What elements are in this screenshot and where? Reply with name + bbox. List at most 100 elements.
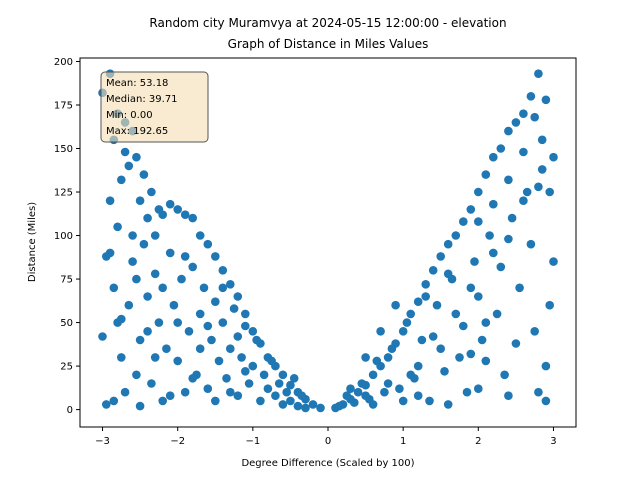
scatter-point bbox=[391, 300, 400, 310]
scatter-point bbox=[515, 283, 524, 293]
scatter-point bbox=[522, 187, 532, 197]
scatter-point bbox=[402, 318, 412, 327]
scatter-point bbox=[316, 403, 325, 413]
scatter-point bbox=[455, 353, 464, 362]
scatter-point bbox=[158, 283, 167, 293]
scatter-point bbox=[177, 274, 186, 284]
y-tick-label: 25 bbox=[60, 362, 73, 373]
scatter-point bbox=[229, 304, 239, 313]
scatter-point bbox=[417, 335, 427, 345]
scatter-point bbox=[241, 321, 250, 331]
scatter-point bbox=[248, 361, 258, 371]
scatter-point bbox=[489, 248, 498, 258]
scatter-point bbox=[207, 335, 216, 345]
scatter-point bbox=[188, 374, 197, 383]
scatter-point bbox=[109, 283, 119, 293]
scatter-point bbox=[511, 339, 521, 348]
scatter-point bbox=[357, 379, 367, 388]
y-tick-label: 175 bbox=[54, 100, 73, 111]
scatter-point bbox=[519, 196, 528, 205]
x-axis-ticks: −3 −2 −1 0 1 2 3 bbox=[95, 427, 557, 447]
scatter-point bbox=[474, 384, 483, 394]
scatter-point bbox=[150, 231, 160, 240]
scatter-point bbox=[443, 269, 453, 279]
scatter-point bbox=[428, 266, 438, 275]
scatter-point bbox=[132, 370, 141, 380]
x-tick-label: 3 bbox=[550, 436, 556, 447]
stats-max: Max: 192.65 bbox=[106, 126, 168, 137]
y-tick-label: 100 bbox=[54, 231, 73, 242]
stats-box: Mean: 53.18 Median: 39.71 Min: 0.00 Max:… bbox=[100, 71, 209, 143]
scatter-point bbox=[496, 262, 506, 272]
scatter-point bbox=[289, 374, 299, 383]
scatter-point bbox=[504, 126, 513, 136]
scatter-point bbox=[203, 384, 213, 394]
scatter-point bbox=[158, 210, 167, 219]
scatter-point bbox=[361, 353, 370, 362]
scatter-point bbox=[504, 234, 513, 244]
scatter-point bbox=[481, 170, 491, 179]
stats-mean: Mean: 53.18 bbox=[106, 78, 168, 89]
scatter-point bbox=[120, 387, 130, 397]
scatter-point bbox=[195, 309, 205, 319]
scatter-point bbox=[541, 95, 551, 105]
scatter-point bbox=[222, 374, 231, 383]
scatter-point bbox=[511, 118, 521, 127]
scatter-point bbox=[301, 403, 310, 413]
scatter-point bbox=[117, 175, 126, 185]
scatter-point bbox=[218, 266, 228, 275]
stats-min: Min: 0.00 bbox=[106, 110, 153, 121]
scatter-point bbox=[147, 187, 156, 197]
scatter-point bbox=[432, 300, 442, 310]
scatter-point bbox=[504, 391, 513, 401]
scatter-point bbox=[428, 332, 438, 341]
scatter-point bbox=[237, 353, 246, 362]
scatter-point bbox=[459, 321, 468, 331]
scatter-point bbox=[489, 199, 498, 209]
scatter-point bbox=[211, 252, 220, 261]
scatter-point bbox=[466, 283, 476, 293]
scatter-point bbox=[165, 248, 175, 258]
scatter-point bbox=[102, 400, 111, 409]
scatter-point bbox=[368, 370, 378, 380]
scatter-point bbox=[443, 400, 453, 409]
scatter-point bbox=[135, 401, 145, 411]
scatter-point bbox=[98, 332, 107, 341]
scatter-point bbox=[372, 356, 382, 366]
scatter-point bbox=[169, 300, 179, 310]
x-axis-label: Degree Difference (Scaled by 100) bbox=[241, 458, 414, 469]
scatter-point bbox=[481, 318, 491, 327]
scatter-point bbox=[421, 280, 431, 289]
scatter-point bbox=[165, 391, 175, 401]
scatter-point bbox=[132, 274, 141, 284]
scatter-point bbox=[504, 175, 513, 185]
scatter-point bbox=[541, 361, 551, 371]
scatter-point bbox=[214, 356, 224, 366]
scatter-point bbox=[218, 318, 228, 327]
scatter-point bbox=[165, 199, 175, 209]
scatter-point bbox=[474, 187, 483, 197]
scatter-point bbox=[462, 387, 472, 397]
scatter-point bbox=[545, 187, 554, 197]
scatter-point bbox=[353, 387, 363, 397]
scatter-point bbox=[218, 283, 228, 293]
scatter-point bbox=[383, 353, 393, 362]
scatter-point bbox=[184, 327, 194, 336]
scatter-point bbox=[135, 335, 145, 345]
y-tick-label: 125 bbox=[54, 188, 73, 199]
scatter-point bbox=[530, 112, 539, 122]
scatter-point bbox=[361, 391, 370, 401]
scatter-point bbox=[244, 379, 254, 388]
scatter-point bbox=[135, 196, 145, 205]
scatter-point bbox=[530, 327, 539, 336]
scatter-point bbox=[342, 391, 352, 401]
scatter-point bbox=[139, 170, 149, 179]
scatter-point bbox=[293, 401, 303, 411]
scatter-point bbox=[477, 335, 487, 345]
scatter-point bbox=[383, 379, 393, 388]
scatter-point bbox=[143, 292, 152, 301]
scatter-point bbox=[335, 401, 344, 411]
scatter-point bbox=[500, 370, 509, 380]
scatter-point bbox=[274, 379, 284, 388]
